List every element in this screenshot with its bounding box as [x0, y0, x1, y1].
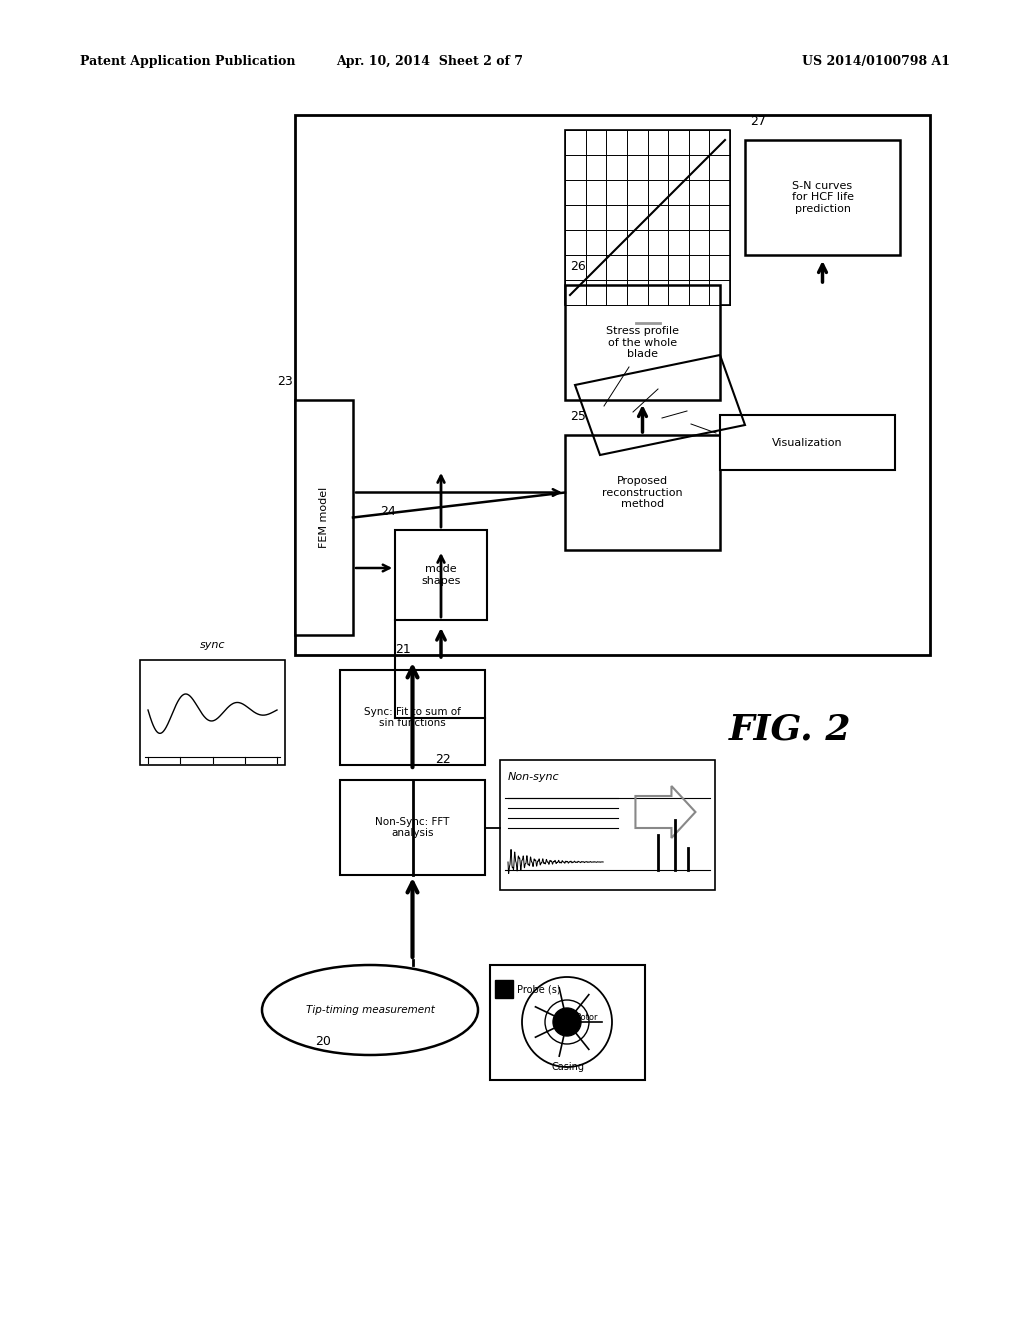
Text: 24: 24: [380, 506, 395, 517]
Text: 22: 22: [434, 752, 451, 766]
Bar: [295, 115, 930, 655]
Text: 23: 23: [278, 375, 293, 388]
Bar: [565, 129, 730, 305]
Text: 20: 20: [315, 1035, 331, 1048]
Text: S-N curves
for HCF life
prediction: S-N curves for HCF life prediction: [792, 181, 853, 214]
Bar: [565, 285, 720, 400]
Text: US 2014/0100798 A1: US 2014/0100798 A1: [802, 55, 950, 69]
Text: Casing: Casing: [551, 1063, 584, 1072]
Text: FEM model: FEM model: [319, 487, 329, 548]
Text: Tip-timing measurement: Tip-timing measurement: [305, 1005, 434, 1015]
Text: 26: 26: [570, 260, 586, 273]
Bar: [565, 436, 720, 550]
Text: Sync: Fit to sum of
sin functions: Sync: Fit to sum of sin functions: [365, 706, 461, 729]
Bar: [745, 140, 900, 255]
Bar: [490, 965, 645, 1080]
Bar: [295, 400, 353, 635]
Bar: [395, 531, 487, 620]
Text: Proposed
reconstruction
method: Proposed reconstruction method: [602, 477, 683, 510]
Text: 21: 21: [394, 643, 411, 656]
Bar: [495, 979, 513, 998]
Bar: [500, 760, 715, 890]
Text: Visualization: Visualization: [772, 437, 843, 447]
Text: Stress profile
of the whole
blade: Stress profile of the whole blade: [606, 326, 679, 359]
Text: mode
shapes: mode shapes: [421, 564, 461, 586]
Text: 25: 25: [570, 411, 586, 422]
Text: sync: sync: [200, 640, 225, 649]
Text: Non-Sync: FFT
analysis: Non-Sync: FFT analysis: [376, 817, 450, 838]
Text: Apr. 10, 2014  Sheet 2 of 7: Apr. 10, 2014 Sheet 2 of 7: [337, 55, 523, 69]
Text: Non-sync: Non-sync: [508, 772, 560, 781]
Text: Rotor: Rotor: [575, 1012, 597, 1022]
Bar: [720, 414, 895, 470]
Bar: [340, 671, 485, 766]
Text: FIG. 2: FIG. 2: [729, 713, 851, 747]
Text: Patent Application Publication: Patent Application Publication: [80, 55, 296, 69]
Circle shape: [553, 1008, 581, 1036]
Text: Probe (s): Probe (s): [517, 983, 560, 994]
Text: 27: 27: [750, 115, 766, 128]
Bar: [340, 780, 485, 875]
Bar: [140, 660, 285, 766]
